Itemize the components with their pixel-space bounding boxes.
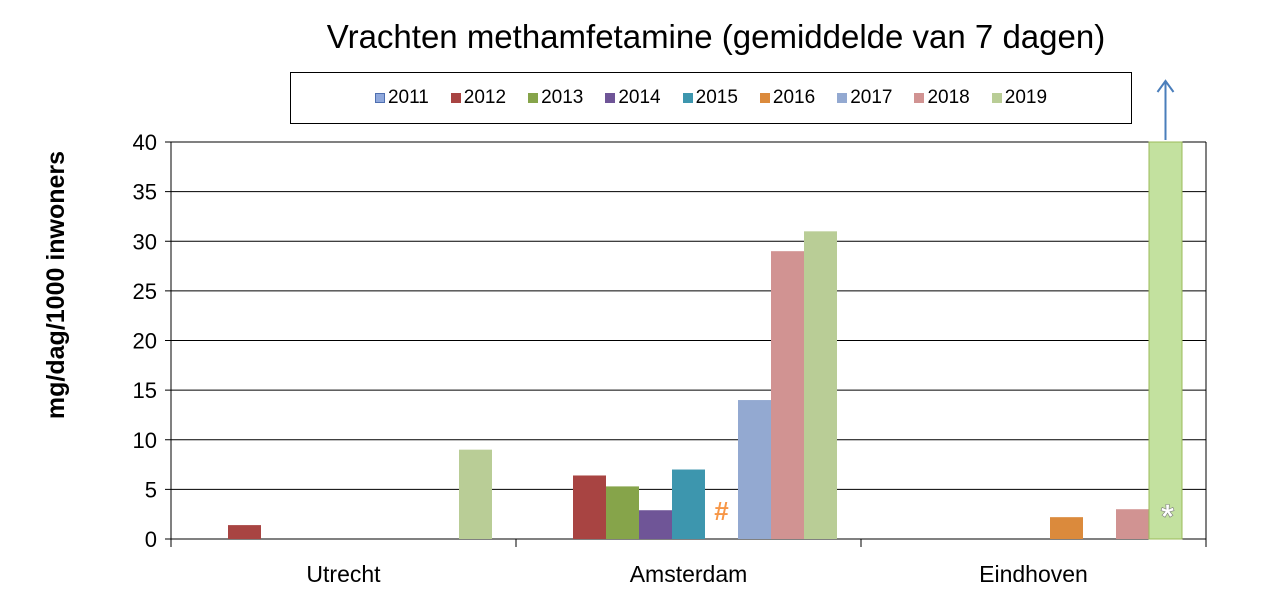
legend-item-2018: 2018 (914, 87, 970, 109)
legend-label: 2014 (618, 87, 661, 108)
bar-amsterdam-2019 (804, 231, 837, 539)
y-tick-label: 35 (133, 180, 157, 205)
legend-item-2017: 2017 (837, 87, 892, 109)
bar-eindhoven-2019 (1148, 141, 1183, 540)
x-tick-label: Eindhoven (979, 561, 1088, 587)
annotation-hash: # (714, 496, 729, 526)
overflow-arrow-head (1156, 79, 1175, 93)
y-tick-label: 0 (145, 527, 157, 552)
y-tick-label: 40 (133, 130, 157, 155)
y-tick-label: 10 (133, 428, 157, 453)
annotation-asterisk: * (1161, 498, 1175, 536)
legend-label: 2016 (772, 87, 816, 108)
legend-swatch (374, 93, 385, 103)
bar-amsterdam-2017 (738, 400, 771, 539)
y-tick-label: 30 (133, 229, 157, 254)
legend-swatch (991, 93, 1002, 103)
legend-label: 2018 (927, 87, 970, 108)
bar-amsterdam-2014 (639, 510, 672, 539)
chart-title: Vrachten methamfetamine (gemiddelde van … (326, 18, 1106, 55)
legend-swatch (682, 93, 693, 103)
legend-swatch (759, 93, 770, 103)
y-tick-label: 15 (133, 378, 157, 403)
legend-item-2015: 2015 (682, 87, 738, 109)
legend-label: 2015 (695, 87, 738, 108)
bar-utrecht-2012 (228, 525, 261, 539)
legend-item-2012: 2012 (450, 87, 507, 109)
legend-swatch (914, 93, 925, 103)
legend-label: 2017 (850, 87, 893, 108)
y-tick-label: 25 (133, 279, 157, 304)
bar-eindhoven-2018 (1116, 509, 1149, 539)
legend-item-2013: 2013 (528, 87, 583, 109)
legend-item-2016: 2016 (759, 87, 816, 109)
bar-amsterdam-2015 (672, 469, 705, 539)
bar-amsterdam-2013 (606, 486, 639, 539)
legend-swatch (528, 93, 539, 103)
y-tick-label: 20 (133, 329, 157, 354)
bar-amsterdam-2018 (771, 251, 804, 540)
overflow-arrow (1156, 79, 1175, 140)
legend: 2011 2012 2013 2014 2015 2016 2017 2018 2019 (290, 72, 1132, 124)
bar-amsterdam-2012 (573, 475, 606, 539)
legend-item-2011: 2011 (374, 87, 429, 109)
legend-swatch (837, 93, 848, 103)
x-tick-label: Amsterdam (630, 561, 748, 587)
y-tick-label: 5 (145, 477, 157, 502)
legend-item-2014: 2014 (605, 87, 661, 109)
bar-eindhoven-2016 (1050, 517, 1083, 539)
bar-utrecht-2019 (459, 449, 492, 539)
legend-label: 2013 (541, 87, 584, 108)
legend-swatch (605, 93, 616, 103)
x-tick-label: Utrecht (306, 561, 381, 587)
legend-swatch (450, 93, 461, 103)
legend-label: 2011 (387, 87, 429, 108)
legend-item-2019: 2019 (991, 87, 1048, 109)
legend-label: 2012 (463, 87, 507, 108)
legend-label: 2019 (1004, 87, 1048, 108)
